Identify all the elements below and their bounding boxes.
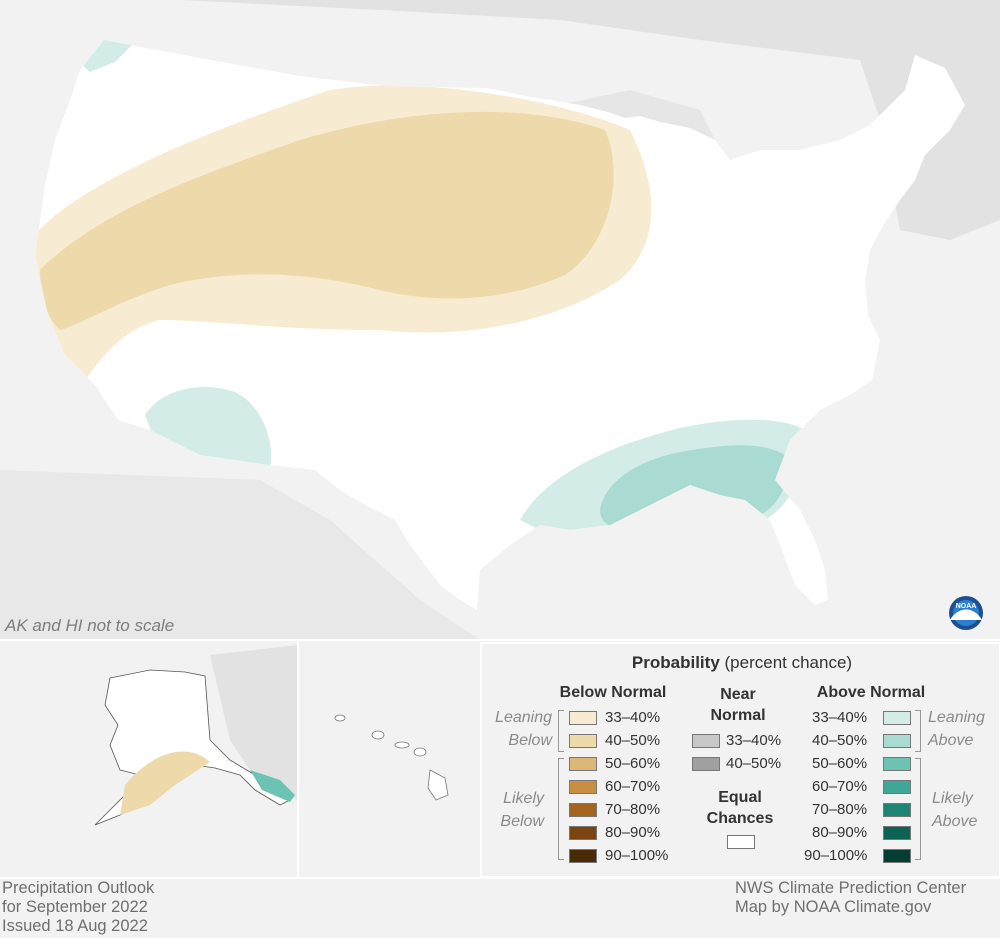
likely-below-line1: Likely xyxy=(503,790,544,807)
equal-label-line1: Equal xyxy=(718,789,762,806)
likely-below-line2: Below xyxy=(500,813,544,830)
below-swatch-5 xyxy=(569,803,597,817)
below-normal-header: Below Normal xyxy=(559,684,667,701)
footer-line-credit: Map by NOAA Climate.gov xyxy=(735,898,932,916)
leaning-below-line1: Leaning xyxy=(495,709,552,726)
below-range-1: 33–40% xyxy=(605,709,661,726)
likely-below-label: Likely Below xyxy=(480,787,544,833)
above-swatch-3 xyxy=(883,757,911,771)
above-range-6: 80–90% xyxy=(812,824,868,841)
above-range-3: 50–60% xyxy=(812,755,868,772)
above-swatch-1 xyxy=(883,711,911,725)
leaning-below-bracket xyxy=(558,710,564,752)
hawaii-inset xyxy=(299,643,478,877)
equal-chances-swatch xyxy=(727,835,755,849)
above-swatch-2 xyxy=(883,734,911,748)
legend-title: Probability (percent chance) xyxy=(482,653,1000,673)
below-lean-region xyxy=(40,111,614,331)
footer-line-source: NWS Climate Prediction Center xyxy=(735,879,967,897)
likely-above-line1: Likely xyxy=(932,790,973,807)
above-range-7: 90–100% xyxy=(804,847,868,864)
footer-line-title: Precipitation Outlook xyxy=(2,879,155,897)
above-range-5: 70–80% xyxy=(812,801,868,818)
near-header-line1: Near xyxy=(720,686,756,703)
below-range-6: 80–90% xyxy=(605,824,661,841)
near-swatch-2 xyxy=(692,757,720,771)
above-swatch-5 xyxy=(883,803,911,817)
legend-title-bold: Probability xyxy=(631,653,720,672)
footer-right: NWS Climate Prediction Center Map by NOA… xyxy=(735,879,966,917)
below-range-2: 40–50% xyxy=(605,732,661,749)
below-swatch-6 xyxy=(569,826,597,840)
below-swatch-7 xyxy=(569,849,597,863)
footer-left: Precipitation Outlook for September 2022… xyxy=(2,879,154,936)
noaa-logo: NOAA xyxy=(949,596,983,630)
below-swatch-2 xyxy=(569,734,597,748)
leaning-above-line1: Leaning xyxy=(928,709,985,726)
alaska-inset xyxy=(0,643,297,877)
leaning-above-bracket xyxy=(915,710,921,752)
footer-line-issued: Issued 18 Aug 2022 xyxy=(2,917,148,935)
above-range-4: 60–70% xyxy=(812,778,868,795)
near-header-line2: Normal xyxy=(710,707,766,724)
below-swatch-1 xyxy=(569,711,597,725)
leaning-above-line2: Above xyxy=(928,732,974,749)
near-normal-header: Near Normal xyxy=(698,684,778,726)
above-swatch-6 xyxy=(883,826,911,840)
likely-above-label: Likely Above xyxy=(932,787,992,833)
likely-above-bracket xyxy=(915,758,921,860)
near-range-1: 33–40% xyxy=(726,732,782,749)
leaning-below-line2: Below xyxy=(508,732,552,749)
above-range-1: 33–40% xyxy=(812,709,868,726)
near-swatch-1 xyxy=(692,734,720,748)
likely-below-bracket xyxy=(558,758,564,860)
above-normal-header: Above Normal xyxy=(816,684,926,701)
above-range-2: 40–50% xyxy=(812,732,868,749)
legend-title-rest: (percent chance) xyxy=(719,653,853,672)
below-range-3: 50–60% xyxy=(605,755,661,772)
below-range-7: 90–100% xyxy=(605,847,669,864)
below-range-5: 70–80% xyxy=(605,801,661,818)
below-swatch-4 xyxy=(569,780,597,794)
equal-label-line2: Chances xyxy=(706,810,774,827)
above-swatch-4 xyxy=(883,780,911,794)
above-swatch-7 xyxy=(883,849,911,863)
below-range-4: 60–70% xyxy=(605,778,661,795)
noaa-logo-text: NOAA xyxy=(956,603,977,610)
near-range-2: 40–50% xyxy=(726,755,782,772)
likely-above-line2: Above xyxy=(932,813,978,830)
scale-note: AK and HI not to scale xyxy=(5,616,175,635)
footer-line-period: for September 2022 xyxy=(2,898,148,916)
leaning-above-label: Leaning Above xyxy=(928,706,992,752)
below-swatch-3 xyxy=(569,757,597,771)
equal-chances-label: Equal Chances xyxy=(700,787,780,829)
leaning-below-label: Leaning Below xyxy=(480,706,552,752)
